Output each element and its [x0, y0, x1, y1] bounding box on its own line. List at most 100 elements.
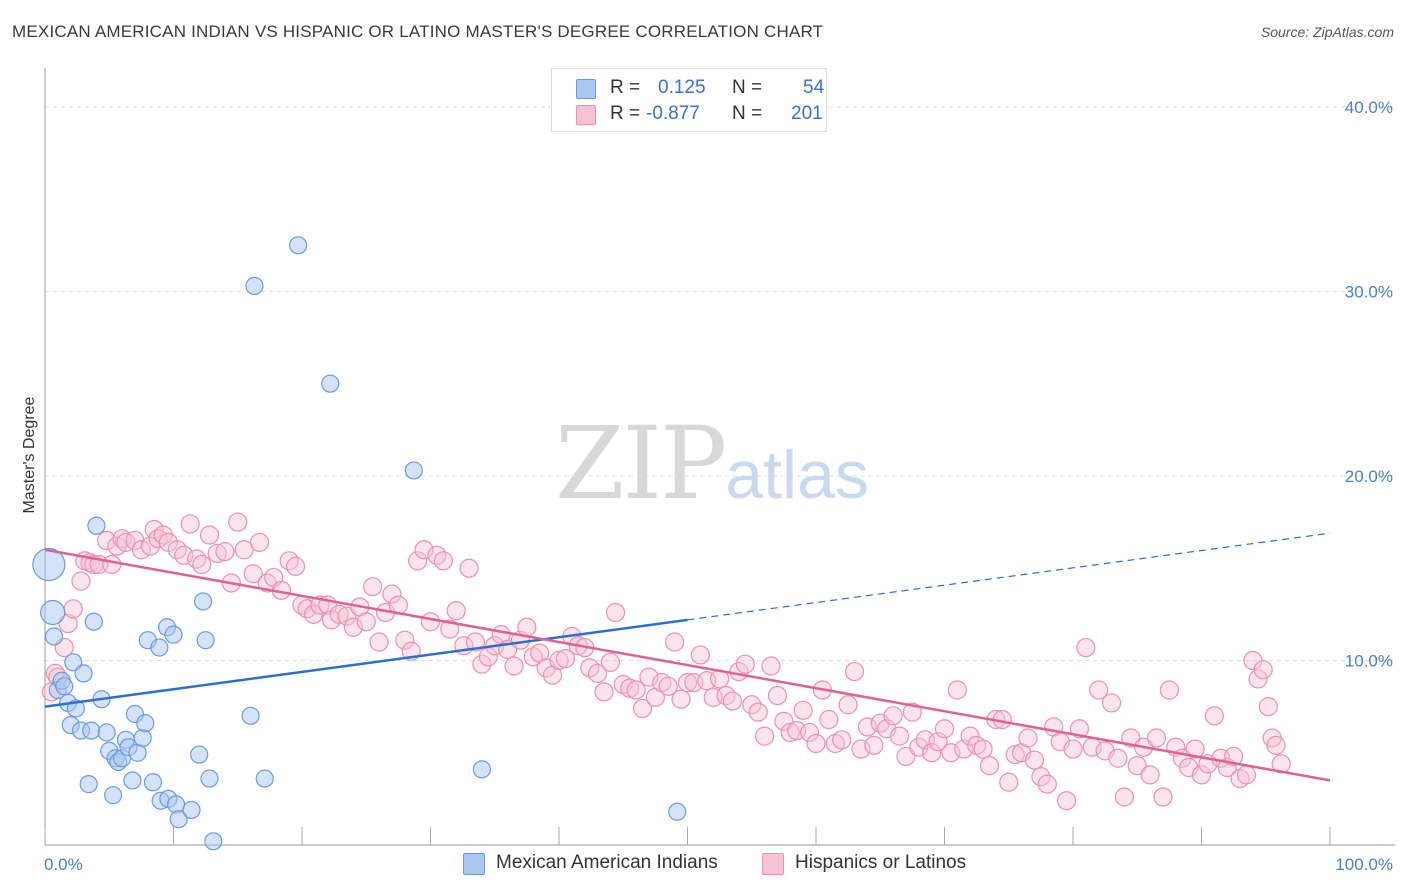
mexican-american-point [166, 795, 186, 814]
hispanic-point [549, 650, 569, 671]
legend-row-hispanic: R = -0.877 N = 201 [576, 103, 823, 125]
hispanic-point [1018, 728, 1038, 748]
hispanic-point [626, 680, 646, 700]
hispanic-point [1224, 746, 1244, 767]
mexican-american-point [472, 760, 491, 779]
hispanic-point [1230, 768, 1250, 789]
hispanic-point [652, 673, 672, 693]
hispanic-point [748, 702, 768, 722]
hispanic-point [1253, 660, 1273, 680]
bottom-legend-swatch-pink [762, 853, 784, 875]
hispanic-point [825, 733, 845, 754]
hispanic-point [1089, 680, 1109, 700]
hispanic-point [459, 558, 479, 578]
mexican-american-point [241, 706, 260, 725]
legend-n-value: 201 [791, 103, 823, 124]
mexican-american-point [150, 638, 169, 657]
mexican-american-point [169, 810, 188, 829]
legend-swatch-pink [576, 105, 596, 125]
hispanic-point [243, 564, 263, 584]
hispanic-point [363, 577, 383, 597]
legend-r-label: R = [610, 77, 641, 98]
hispanic-point [207, 543, 227, 564]
hispanic-point [71, 571, 91, 591]
hispanic-point [742, 695, 762, 715]
hispanic-point [1037, 774, 1057, 794]
hispanic-point [174, 545, 194, 565]
hispanic-point [285, 556, 306, 576]
mexican-american-point [136, 714, 155, 733]
tick-labels: 10.0% 20.0% 30.0% 40.0% 0.0% 100.0% [44, 98, 1393, 874]
hispanic-point [472, 654, 492, 674]
hispanic-point [658, 676, 678, 696]
mexican-american-trend-extension [687, 532, 1331, 621]
hispanic-point [799, 722, 820, 743]
hispanic-point [587, 663, 608, 683]
hispanic-point [1248, 669, 1268, 689]
hispanic-point [973, 739, 993, 759]
hispanic-point [1069, 719, 1090, 739]
legend-r-value: 0.125 [658, 77, 706, 98]
mexican-american-point [40, 599, 66, 626]
mexican-american-point [55, 677, 74, 696]
mexican-american-point [193, 592, 213, 611]
hispanic-point [187, 549, 207, 569]
mexican-american-point [133, 728, 152, 748]
mexican-american-point [97, 723, 116, 742]
mexican-american-point [204, 832, 223, 851]
mexican-american-point [255, 769, 274, 788]
legend-swatch-blue [576, 79, 596, 99]
hispanic-point [665, 632, 685, 652]
hispanic-point [1191, 765, 1212, 785]
hispanic-point [600, 652, 621, 672]
hispanic-point [902, 702, 922, 722]
hispanic-point [922, 743, 942, 763]
hispanic-point [446, 601, 466, 621]
hispanic-point [883, 706, 903, 726]
mexican-american-point [64, 653, 83, 672]
hispanic-trend-line [44, 548, 1331, 782]
hispanic-point [369, 632, 389, 652]
mexican-american-point [404, 461, 423, 480]
hispanic-point [555, 649, 576, 669]
legend-row-mexican: R = 0.125 N = 54 [576, 77, 824, 99]
watermark: ZIPatlas [555, 405, 869, 522]
mexican-american-point [182, 800, 201, 820]
hispanic-point [632, 698, 653, 719]
hispanic-point [199, 525, 220, 545]
bottom-legend-mexican: Mexican American Indians [463, 852, 743, 876]
bottom-legend-hispanic: Hispanics or Latinos [762, 852, 992, 876]
hispanic-point [1153, 787, 1173, 807]
hispanic-point [722, 691, 743, 711]
axes [44, 68, 1395, 846]
mexican-american-point [79, 775, 98, 794]
hispanic-point [249, 532, 270, 552]
hispanic-point [329, 604, 349, 624]
mexican-american-point [84, 612, 103, 631]
hispanic-point [440, 619, 460, 639]
y-tick-label: 40.0% [1345, 98, 1393, 117]
hispanic-point [395, 630, 415, 650]
mexican-american-point [289, 236, 308, 255]
hispanic-point [1185, 739, 1205, 759]
mexican-american-point [245, 276, 264, 295]
hispanic-point [735, 654, 755, 674]
hispanic-point [620, 678, 640, 698]
hispanic-point [192, 554, 212, 575]
hispanic-point [420, 612, 441, 632]
hispanic-point [63, 599, 83, 619]
hispanic-point [382, 584, 402, 604]
chart-title: MEXICAN AMERICAN INDIAN VS HISPANIC OR L… [12, 22, 824, 41]
hispanic-points [41, 512, 1291, 811]
hispanic-point [1108, 748, 1128, 768]
legend-r-label: R = [610, 103, 641, 124]
mexican-american-point [104, 786, 123, 805]
hispanic-point [947, 680, 967, 700]
hispanic-point [465, 632, 486, 652]
trend-lines [44, 532, 1331, 782]
mexican-american-point [164, 625, 183, 644]
hispanic-point [523, 647, 543, 667]
hispanic-point [180, 514, 200, 534]
hispanic-point [864, 735, 884, 755]
hispanic-point [671, 689, 691, 709]
